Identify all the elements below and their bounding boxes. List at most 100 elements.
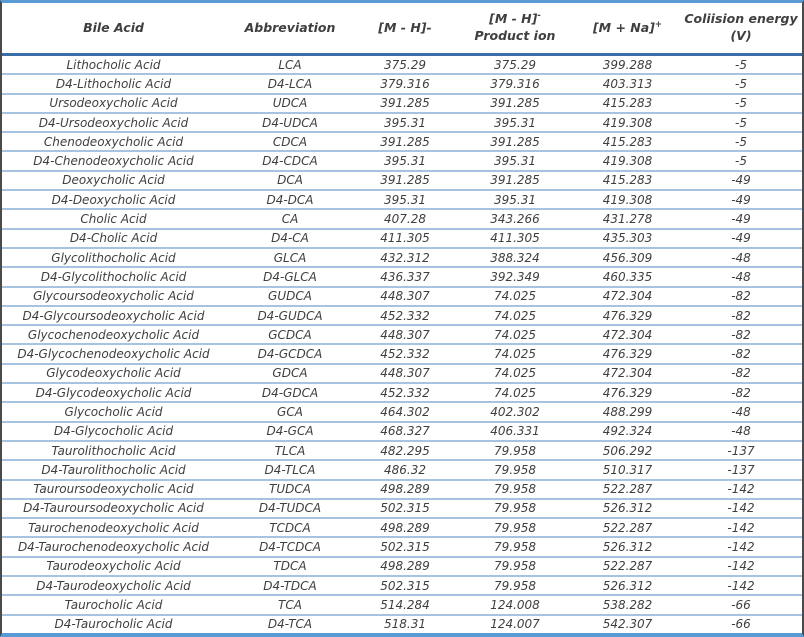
cell-m-minus-h: 391.285 [355,170,455,192]
cell-collision-energy: -49 [680,170,802,192]
cell-m-minus-h-product-ion: 395.31 [455,112,575,134]
cell-abbreviation: D4-GDCA [225,383,355,404]
cell-m-minus-h: 411.305 [355,228,455,249]
cell-bile-acid: Taurolithocholic Acid [2,440,225,462]
cell-collision-energy: -82 [680,305,802,327]
cell-abbreviation: D4-TDCA [225,576,355,597]
cell-abbreviation: D4-CDCA [225,151,355,172]
cell-m-minus-h-product-ion: 395.31 [455,190,575,211]
cell-m-minus-h: 518.31 [384,617,426,632]
cell-m-minus-h-product-ion: 74.025 [455,363,575,385]
table-row: Taurocholic Acid TCA 514.284 124.008 538.282… [2,595,802,616]
table-row: D4-Taurolithocholic Acid D4-TLCA 486.32 79.… [2,460,802,481]
cell-abbreviation: TCDCA [225,518,355,539]
table-row: Glycocholic Acid GCA 464.302 402.302 488.299… [2,402,802,423]
table-row: Deoxycholic Acid DCA 391.285 391.285 415.283… [2,170,802,192]
cell-abbreviation: UDCA [225,93,355,114]
cell-bile-acid: Glycocholic Acid [2,402,225,423]
cell-abbreviation: GCDCA [225,325,355,346]
cell-m-plus-na: 488.299 [575,402,680,423]
table-header: Bile Acid Abbreviation [M - H]- [M - H]-… [2,3,802,56]
col-header-line2: Product ion [474,28,556,43]
cell-abbreviation: D4-TUDCA [225,498,355,520]
cell-m-minus-h-product-ion: 379.316 [455,74,575,95]
table-row: Taurodeoxycholic Acid TDCA 498.289 79.958 52… [2,556,802,578]
table-row: Glycodeoxycholic Acid GDCA 448.307 74.025 47… [2,363,802,385]
table-row: Glycoursodeoxycholic Acid GUDCA 448.307 74.… [2,286,802,307]
cell-bile-acid: Glycodeoxycholic Acid [2,363,225,385]
cell-bile-acid: D4-Chenodeoxycholic Acid [2,151,225,172]
table-row: Taurochenodeoxycholic Acid TCDCA 498.289 79… [2,518,802,539]
cell-collision-energy: -82 [680,363,802,385]
cell-m-plus-na: 476.329 [575,383,680,404]
cell-bile-acid: D4-Glycolithocholic Acid [2,267,225,288]
table-body: Lithocholic Acid LCA 375.29 375.29 399.288 -5… [2,54,802,634]
cell-collision-energy: -142 [680,537,802,558]
table-row: D4-Glycocholic Acid D4-GCA 468.327 406.331 4… [2,421,802,442]
col-header-label: [M - H]- [378,19,432,35]
cell-m-minus-h: 486.32 [355,460,455,481]
cell-m-minus-h-product-ion: 74.025 [455,286,575,307]
superscript-plus: + [654,19,663,30]
cell-bile-acid: Ursodeoxycholic Acid [2,93,225,114]
cell-m-minus-h: 436.337 [355,267,455,288]
cell-m-minus-h: 448.307 [355,286,455,307]
cell-m-minus-h: 468.327 [355,421,455,442]
cell-m-plus-na: 419.308 [575,112,680,134]
col-header-label: Bile Acid [83,19,144,35]
table-row: Ursodeoxycholic Acid UDCA 391.285 391.285 41… [2,93,802,114]
cell-bile-acid: D4-Taurodeoxycholic Acid [2,576,225,597]
cell-m-minus-h-product-ion: 74.025 [455,305,575,327]
cell-bile-acid: Glycoursodeoxycholic Acid [2,286,225,307]
cell-bile-acid: D4-Glycochenodeoxycholic Acid [2,344,225,365]
cell-bile-acid: D4-Glycocholic Acid [2,421,225,442]
cell-m-minus-h: 391.285 [355,93,455,114]
cell-bile-acid: D4-Glycodeoxycholic Acid [2,383,225,404]
cell-abbreviation: D4-DCA [225,190,355,211]
cell-m-minus-h: 514.284 [355,595,455,616]
table-row: Taurolithocholic Acid TLCA 482.295 79.958 50… [2,440,802,462]
cell-m-minus-h-product-ion: 79.958 [455,537,575,558]
cell-m-minus-h: 452.332 [355,383,455,404]
table-row: Cholic Acid CA 407.28 343.266 431.278 -49 [2,209,802,230]
col-header-m-plus-na: [M + Na]+ [575,3,680,56]
cell-abbreviation: D4-UDCA [225,112,355,134]
cell-abbreviation: GLCA [225,247,355,269]
table-row: Chenodeoxycholic Acid CDCA 391.285 391.285 4… [2,132,802,153]
cell-m-plus-na: 472.304 [575,286,680,307]
col-header-label: Abbreviation [244,19,336,35]
cell-m-minus-h-product-ion: 392.349 [455,267,575,288]
cell-m-minus-h: 395.31 [355,190,455,211]
cell-collision-energy: -142 [680,498,802,520]
cell-m-minus-h: 452.332 [355,305,455,327]
table-row: D4-Glycochenodeoxycholic Acid D4-GCDCA 452… [2,344,802,365]
col-header-line2: (V) [730,28,752,43]
cell-bile-acid: Glycochenodeoxycholic Acid [2,325,225,346]
cell-m-plus-na: 510.317 [575,460,680,481]
table-row: D4-Chenodeoxycholic Acid D4-CDCA 395.31 395… [2,151,802,172]
cell-collision-energy: -48 [680,247,802,269]
cell-m-plus-na: 419.308 [575,190,680,211]
cell-m-minus-h: 502.315 [355,537,455,558]
cell-m-plus-na: 542.307 [602,617,653,632]
cell-collision-energy: -5 [680,132,802,153]
cell-collision-energy: -66 [731,617,751,632]
table-row: D4-Cholic Acid D4-CA 411.305 411.305 435.303… [2,228,802,249]
cell-m-minus-h: 375.29 [355,54,455,76]
table-row: D4-Taurocholic Acid D4-TCA 518.31 124.007 54… [2,615,802,633]
cell-m-plus-na: 526.312 [575,576,680,597]
cell-m-minus-h: 464.302 [355,402,455,423]
cell-collision-energy: -142 [680,518,802,539]
cell-abbreviation: D4-GCDCA [225,344,355,365]
cell-m-minus-h-product-ion: 79.958 [455,440,575,462]
col-header-abbreviation: Abbreviation [225,3,355,56]
table-row: Lithocholic Acid LCA 375.29 375.29 399.288 -5 [2,54,802,76]
cell-abbreviation: GUDCA [225,286,355,307]
cell-abbreviation: TUDCA [225,479,355,500]
cell-m-minus-h-product-ion: 74.025 [455,383,575,404]
table-row: D4-Taurodeoxycholic Acid D4-TDCA 502.315 79… [2,576,802,597]
col-header-collision-energy: Coliision energy (V) [680,3,802,56]
cell-m-minus-h: 379.316 [355,74,455,95]
cell-m-minus-h-product-ion: 74.025 [455,325,575,346]
bile-acid-table: Bile Acid Abbreviation [M - H]- [M - H]-… [2,3,802,633]
